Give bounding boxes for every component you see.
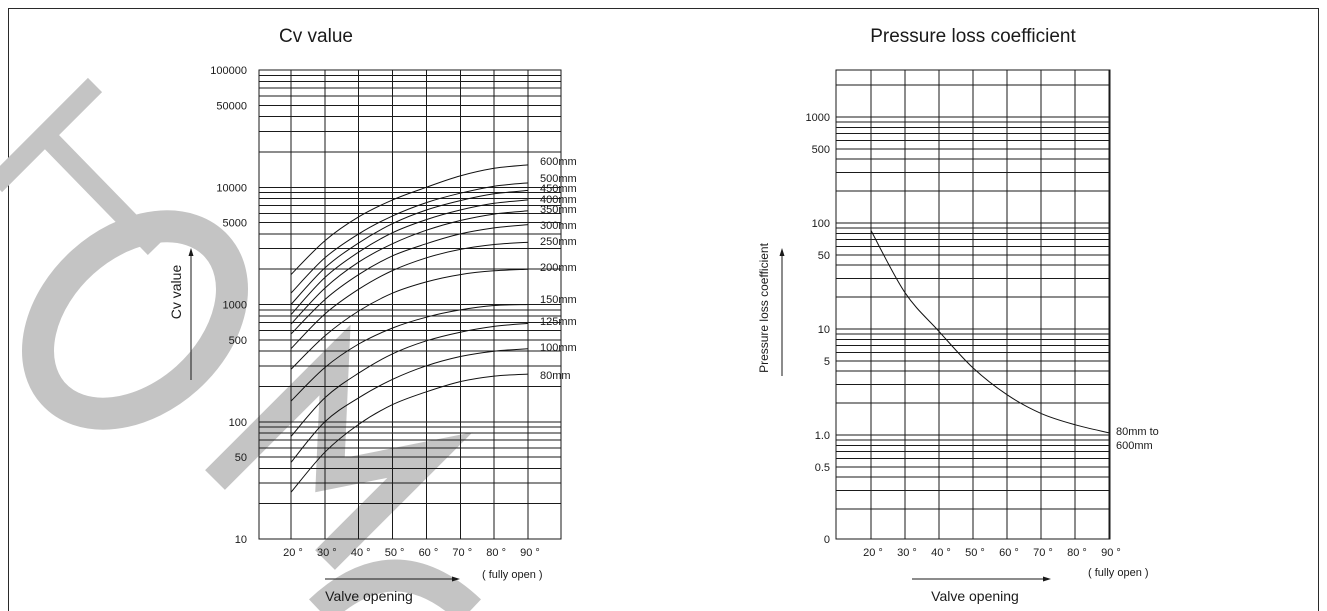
plc-x-axis-arrow-head <box>1043 576 1051 582</box>
plc-y-axis-label: Pressure loss coefficient <box>757 242 771 373</box>
cv-series-line-80mm <box>290 373 529 493</box>
plc-x-tick-label: 60 ° <box>999 547 1019 559</box>
cv-x-tick-label: 40 ° <box>351 547 371 559</box>
cv-series-label-250mm: 250mm <box>540 236 577 248</box>
cv-series-line-400mm <box>290 199 529 315</box>
watermark <box>0 77 481 611</box>
cv-x-tick-label: 90 ° <box>520 547 540 559</box>
plc-series-line <box>870 230 1110 434</box>
cv-series-label-450mm: 450mm <box>540 183 577 195</box>
cv-chart: Cv value 100000 50000 10000 5000 1000 500 100 5… <box>168 26 577 604</box>
cv-y-axis-arrow-head <box>188 248 194 256</box>
watermark-letter-o2 <box>309 559 481 611</box>
plc-y-tick-label: 1.0 <box>815 430 830 442</box>
cv-y-tick-label: 1000 <box>223 300 247 312</box>
cv-series-label-350mm: 350mm <box>540 204 577 216</box>
plc-x-tick-label: 40 ° <box>931 547 951 559</box>
cv-series-label-150mm: 150mm <box>540 294 577 306</box>
cv-series-line-200mm <box>290 268 529 370</box>
cv-y-tick-label: 100 <box>229 417 247 429</box>
cv-x-axis-label: Valve opening <box>325 588 413 604</box>
figure-frame <box>8 8 1319 611</box>
cv-series-label-200mm: 200mm <box>540 262 577 274</box>
plc-x-tick-label: 90 ° <box>1101 547 1121 559</box>
plc-y-tick-label: 10 <box>818 324 830 336</box>
cv-series-line-100mm <box>290 348 529 463</box>
cv-chart-title: Cv value <box>279 26 353 47</box>
plc-x-tick-label: 20 ° <box>863 547 883 559</box>
cv-y-tick-label: 50000 <box>216 100 247 112</box>
cv-series-line-600mm <box>290 164 529 275</box>
cv-x-tick-label: 70 ° <box>452 547 472 559</box>
cv-y-tick-label: 5000 <box>223 218 247 230</box>
cv-series-line-250mm <box>290 241 529 350</box>
plc-y-tick-labels: 1000 500 100 50 10 5 1.0 0.5 0 <box>806 112 830 546</box>
cv-x-tick-label: 50 ° <box>385 547 405 559</box>
plc-x-tick-label: 70 ° <box>1033 547 1053 559</box>
plc-y-tick-label: 0 <box>824 534 830 546</box>
plc-x-tick-label: 30 ° <box>897 547 917 559</box>
cv-series-label-300mm: 300mm <box>540 220 577 232</box>
cv-series-label-80mm: 80mm <box>540 370 571 382</box>
cv-series-line-300mm <box>290 224 529 335</box>
plc-grid <box>835 69 1111 540</box>
plc-x-tick-label: 50 ° <box>965 547 985 559</box>
cv-series-line-150mm <box>290 304 529 402</box>
plc-y-tick-label: 1000 <box>806 112 830 124</box>
cv-y-tick-label: 500 <box>229 335 247 347</box>
cv-x-tick-label: 80 ° <box>486 547 506 559</box>
cv-x-tick-label: 30 ° <box>317 547 337 559</box>
cv-x-tick-label: 20 ° <box>283 547 303 559</box>
plc-y-tick-label: 50 <box>818 250 830 262</box>
cv-y-tick-label: 100000 <box>210 65 247 77</box>
plc-chart-title: Pressure loss coefficient <box>870 26 1076 47</box>
plc-y-tick-label: 0.5 <box>815 462 830 474</box>
cv-series-label-500mm: 500mm <box>540 173 577 185</box>
plc-chart: Pressure loss coefficient 10005001005010… <box>757 26 1159 604</box>
watermark-letter-o <box>22 210 248 430</box>
plc-series-lines <box>870 230 1110 434</box>
plc-y-tick-label: 500 <box>812 144 830 156</box>
cv-series-line-350mm <box>290 210 529 325</box>
cv-x-note: ( fully open ) <box>482 569 543 581</box>
cv-y-axis-label: Cv value <box>168 265 184 320</box>
plc-x-note: ( fully open ) <box>1088 567 1149 579</box>
cv-series-line-500mm <box>290 182 529 294</box>
plc-series-label-line2: 600mm <box>1116 440 1153 452</box>
plc-y-tick-label: 100 <box>812 218 830 230</box>
plc-y-tick-label: 5 <box>824 356 830 368</box>
cv-y-tick-labels: 100000 50000 10000 5000 1000 500 100 50 10 <box>210 65 247 546</box>
watermark-letter-m <box>205 324 473 570</box>
cv-series-label-125mm: 125mm <box>540 316 577 328</box>
cv-series-label-600mm: 600mm <box>540 156 577 168</box>
cv-series-label-400mm: 400mm <box>540 194 577 206</box>
cv-series-line-450mm <box>290 189 529 305</box>
plc-x-axis-label: Valve opening <box>931 588 1019 604</box>
cv-series-label-100mm: 100mm <box>540 342 577 354</box>
cv-y-tick-label: 10 <box>235 534 247 546</box>
cv-series-line-125mm <box>290 322 529 437</box>
cv-series-lines <box>290 164 529 493</box>
plc-x-tick-label: 80 ° <box>1067 547 1087 559</box>
cv-x-tick-label: 60 ° <box>419 547 439 559</box>
plc-x-tick-labels: 20 ° 30 ° 40 ° 50 ° 60 ° 70 ° 80 ° 90 ° <box>863 547 1121 559</box>
plc-series-label-line1: 80mm to <box>1116 426 1159 438</box>
cv-x-axis-arrow-head <box>452 576 460 582</box>
cv-y-tick-label: 50 <box>235 452 247 464</box>
cv-x-tick-labels: 20 ° 30 ° 40 ° 50 ° 60 ° 70 ° 80 ° 90 ° <box>283 547 540 559</box>
plc-y-axis-arrow-head <box>779 248 785 256</box>
cv-y-tick-label: 10000 <box>216 182 247 194</box>
